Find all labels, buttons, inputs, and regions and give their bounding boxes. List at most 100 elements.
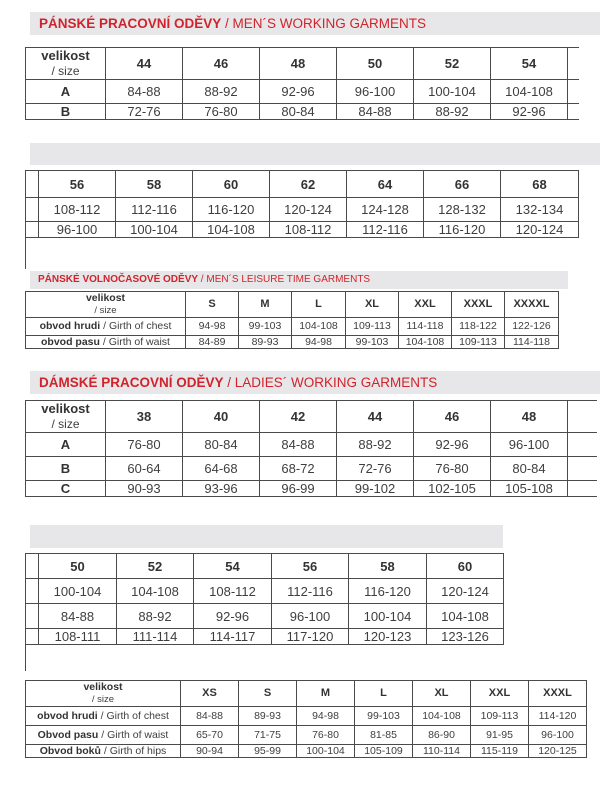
measure-value-cell: 104-108: [116, 578, 194, 604]
row-label-en: / Girth of waist: [101, 728, 169, 741]
size-header-cell: 56: [271, 553, 349, 579]
measure-value-cell: 112-116: [346, 221, 424, 238]
measure-value-cell: 72-76: [105, 102, 183, 120]
measure-value-cell: 94-98: [291, 334, 346, 349]
measure-value-cell: 100-104: [348, 603, 427, 629]
measure-value-cell: 105-109: [354, 743, 413, 758]
measurement-row: obvod hrudi / Girth of chest 84-88 89-93 94…: [25, 705, 587, 726]
size-header-cell: 44: [105, 47, 183, 80]
size-header-cell: 44: [336, 400, 414, 433]
size-header-cell: XXL: [470, 680, 529, 707]
measure-value-cell: 68-72: [259, 455, 337, 481]
measure-value-cell: 88-92: [336, 431, 414, 457]
measure-value-cell: 99-102: [336, 479, 414, 497]
measure-value-cell: 109-113: [451, 334, 505, 349]
row-label-cell: B: [25, 455, 106, 481]
measure-value-cell: 120-124: [269, 197, 347, 222]
measure-value-cell: 99-103: [238, 316, 292, 336]
size-header-row: 56 58 60 62 64 66 68: [26, 170, 579, 198]
table-mens-leisure-sizes: velikost / size S M L XL XXL XXXL XXXXL obvod hru…: [25, 291, 560, 361]
measurement-row: 108-111 111-114 114-117 117-120 120-123 123-1…: [26, 628, 504, 645]
measure-value-cell: 92-96: [259, 78, 337, 104]
measure-value-cell: 90-93: [105, 479, 183, 497]
measure-value-cell: 92-96: [490, 102, 568, 120]
measure-value-cell: 116-120: [423, 221, 501, 238]
data-table: velikost / size XS S M L XL XXL XXXL obvod hrudi …: [25, 680, 587, 758]
measurement-row: A 84-88 88-92 92-96 96-100 100-104 104-108: [25, 78, 579, 104]
size-header-cell: 48: [259, 47, 337, 80]
measure-value-cell: 116-120: [348, 578, 427, 604]
row-label-cell: obvod hrudi / Girth of chest: [25, 316, 186, 336]
row-label-en: / Girth of waist: [102, 335, 170, 348]
size-header-cell: XXL: [398, 291, 452, 318]
measure-value-cell: 115-119: [470, 743, 529, 758]
measure-value-cell: 96-100: [38, 221, 116, 238]
size-header-cell: 48: [490, 400, 568, 433]
measure-value-cell: 100-104: [38, 578, 117, 604]
row-label-cell: B: [25, 102, 106, 120]
size-header-cell: 40: [182, 400, 260, 433]
padding-cell: [567, 400, 597, 433]
data-table: velikost / size 44 46 48 50 52 54 A 84-88 88-92 92-…: [25, 47, 579, 120]
measure-value-cell: 118-122: [451, 316, 505, 336]
section-header-ladies-working-cz: DÁMSKÉ PRACOVNÍ ODĚVY: [39, 375, 224, 390]
measurement-row: Obvod pasu / Girth of waist 65-70 71-75 76-…: [25, 724, 587, 745]
measure-value-cell: 96-99: [259, 479, 337, 497]
row-label-cz: Obvod boků: [39, 744, 104, 757]
size-header-cell: 58: [348, 553, 427, 579]
measure-value-cell: 84-88: [259, 431, 337, 457]
corner-cell: [26, 170, 39, 198]
measure-value-cell: 96-100: [528, 724, 587, 745]
measure-value-cell: 80-84: [182, 431, 260, 457]
corner-label-line1: velikost: [41, 48, 90, 63]
corner-cell: [26, 553, 39, 579]
measure-value-cell: 65-70: [180, 724, 239, 745]
corner-label-line1: velikost: [85, 292, 126, 304]
corner-label-line1: velikost: [83, 681, 123, 693]
measure-value-cell: 100-104: [115, 221, 193, 238]
measure-value-cell: 84-88: [105, 78, 183, 104]
measure-value-cell: 100-104: [413, 78, 491, 104]
row-label-cz: obvod hrudi: [37, 709, 101, 722]
measure-value-cell: 116-120: [192, 197, 270, 222]
size-header-cell: 60: [426, 553, 504, 579]
measure-value-cell: 110-114: [412, 743, 471, 758]
measure-value-cell: 108-111: [38, 628, 117, 645]
data-table: velikost / size 38 40 42 44 46 48 A 76-80 80-84 84-…: [25, 400, 597, 497]
measure-value-cell: 105-108: [490, 479, 568, 497]
measure-value-cell: 95-99: [238, 743, 297, 758]
measure-value-cell: 88-92: [413, 102, 491, 120]
measure-value-cell: 104-108: [490, 78, 568, 104]
measure-value-cell: 104-108: [291, 316, 346, 336]
section-header-mens-leisure: PÁNSKÉ VOLNOČASOVÉ ODĚVY / MEN´S LEISURE…: [30, 271, 568, 289]
size-header-cell: M: [238, 291, 292, 318]
size-header-row: velikost / size S M L XL XXL XXXL XXXXL: [25, 291, 559, 318]
measure-value-cell: 120-124: [426, 578, 504, 604]
corner-label-line2: / size: [94, 305, 117, 317]
measure-value-cell: 112-116: [271, 578, 349, 604]
measurement-row: A 76-80 80-84 84-88 88-92 92-96 96-100: [25, 431, 597, 457]
padding-cell: [567, 102, 579, 120]
size-header-cell: 38: [105, 400, 183, 433]
size-header-cell: 42: [259, 400, 337, 433]
measurement-row: C 90-93 93-96 96-99 99-102 102-105 105-108: [25, 479, 597, 497]
table-mens-working-sizes-56-68: 56 58 60 62 64 66 68 108-112 112-116 116-120 120-1…: [25, 170, 580, 269]
row-label-cz: obvod hrudi: [39, 320, 104, 333]
measure-value-cell: 90-94: [180, 743, 239, 758]
measure-value-cell: 94-98: [185, 316, 239, 336]
measure-value-cell: 60-64: [105, 455, 183, 481]
measure-value-cell: 104-108: [192, 221, 270, 238]
measurement-row: obvod pasu / Girth of waist 84-89 89-93 94-…: [25, 334, 559, 349]
measure-value-cell: 80-84: [259, 102, 337, 120]
measure-value-cell: 132-134: [500, 197, 579, 222]
table-ladies-working-sizes-50-60: 50 52 54 56 58 60 100-104 104-108 108-112 112-116…: [25, 553, 505, 671]
padding-cell: [567, 479, 597, 497]
size-header-cell: 60: [192, 170, 270, 198]
corner-cell: velikost / size: [25, 47, 106, 80]
section-header-ladies-working-en: / LADIES´ WORKING GARMENTS: [223, 375, 438, 390]
measure-value-cell: 76-80: [182, 102, 260, 120]
measure-value-cell: 99-103: [354, 705, 413, 726]
corner-label-line2: / size: [91, 694, 115, 706]
measurement-row: obvod hrudi / Girth of chest 94-98 99-103 1…: [25, 316, 559, 336]
